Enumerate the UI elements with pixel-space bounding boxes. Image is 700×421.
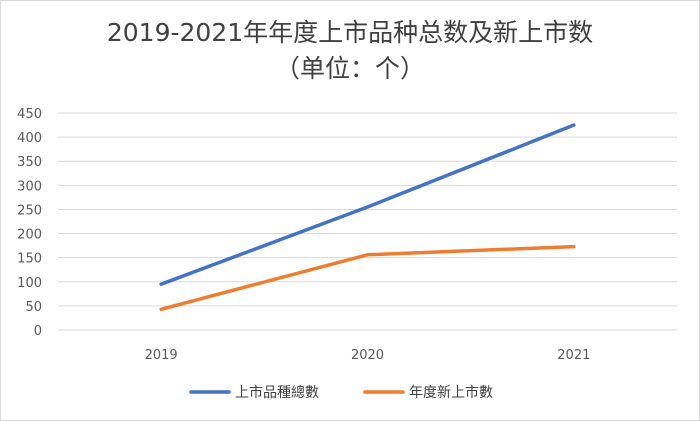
- chart-subtitle: （单位：个）: [274, 54, 425, 83]
- legend-label: 上市品種總數: [235, 384, 319, 401]
- data-point: [573, 246, 575, 248]
- data-point: [367, 206, 368, 208]
- data-point: [160, 308, 162, 310]
- y-tick-label: 450: [17, 107, 42, 122]
- x-tick-label: 2019: [145, 348, 178, 363]
- y-tick-label: 0: [34, 324, 42, 339]
- y-tick-label: 100: [17, 276, 42, 291]
- data-point: [160, 283, 162, 285]
- y-tick-label: 200: [17, 228, 42, 243]
- data-point: [367, 254, 368, 256]
- x-tick-label: 2021: [557, 348, 590, 363]
- data-point: [573, 124, 575, 126]
- series-line-2: [159, 244, 576, 312]
- y-tick-label: 50: [25, 300, 42, 315]
- chart-title-block: 2019-2021年年度上市品种总数及新上市数 （单位：个）: [1, 15, 699, 87]
- legend-label: 年度新上市數: [409, 384, 493, 401]
- y-tick-label: 400: [17, 131, 42, 146]
- y-tick-label: 350: [17, 155, 42, 170]
- x-tick-label: 2020: [351, 348, 384, 363]
- y-tick-label: 250: [17, 203, 42, 218]
- y-tick-label: 150: [17, 252, 42, 267]
- y-tick-label: 300: [17, 179, 42, 194]
- chart-title: 2019-2021年年度上市品种总数及新上市数: [106, 18, 594, 47]
- series-line-1: [159, 123, 576, 286]
